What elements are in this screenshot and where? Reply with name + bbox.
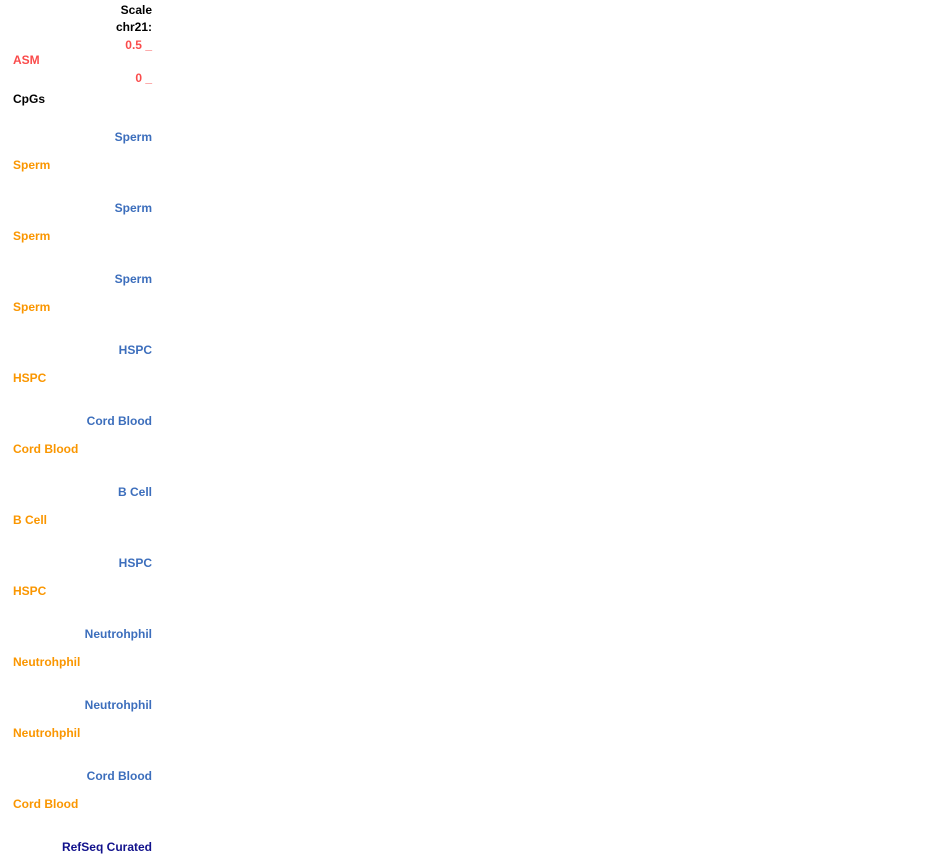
track-label-orange[interactable]: Sperm (13, 229, 51, 243)
asm-axis-min-label: 0 _ (135, 71, 152, 85)
track-display-area[interactable] (160, 0, 950, 856)
track-label-blue[interactable]: Cord Blood (86, 769, 152, 783)
asm-axis-max-label: 0.5 _ (125, 38, 152, 52)
track-label-orange[interactable]: HSPC (13, 584, 47, 598)
track-label-blue[interactable]: HSPC (118, 556, 152, 570)
cpgs-track-label[interactable]: CpGs (13, 92, 46, 106)
track-label-blue[interactable]: B Cell (117, 485, 152, 499)
asm-track-label[interactable]: ASM (13, 53, 40, 67)
track-label-blue[interactable]: Sperm (114, 201, 152, 215)
track-label-orange[interactable]: Sperm (13, 300, 51, 314)
track-label-orange[interactable]: Cord Blood (13, 442, 79, 456)
track-label-orange[interactable]: HSPC (13, 371, 47, 385)
track-label-blue[interactable]: HSPC (118, 343, 152, 357)
track-label-orange[interactable]: Neutrohphil (13, 726, 81, 740)
scale-label: Scale (120, 3, 152, 17)
track-label-orange[interactable]: Cord Blood (13, 797, 79, 811)
position-label: chr21: (115, 20, 152, 34)
track-label-blue[interactable]: Sperm (114, 272, 152, 286)
track-label-blue[interactable]: Neutrohphil (84, 627, 152, 641)
refseq-track-label[interactable]: RefSeq Curated (61, 840, 152, 854)
track-label-orange[interactable]: Neutrohphil (13, 655, 81, 669)
track-label-orange[interactable]: Sperm (13, 158, 51, 172)
track-label-blue[interactable]: Sperm (114, 130, 152, 144)
track-label-blue[interactable]: Neutrohphil (84, 698, 152, 712)
track-label-orange[interactable]: B Cell (13, 513, 48, 527)
track-label-blue[interactable]: Cord Blood (86, 414, 152, 428)
